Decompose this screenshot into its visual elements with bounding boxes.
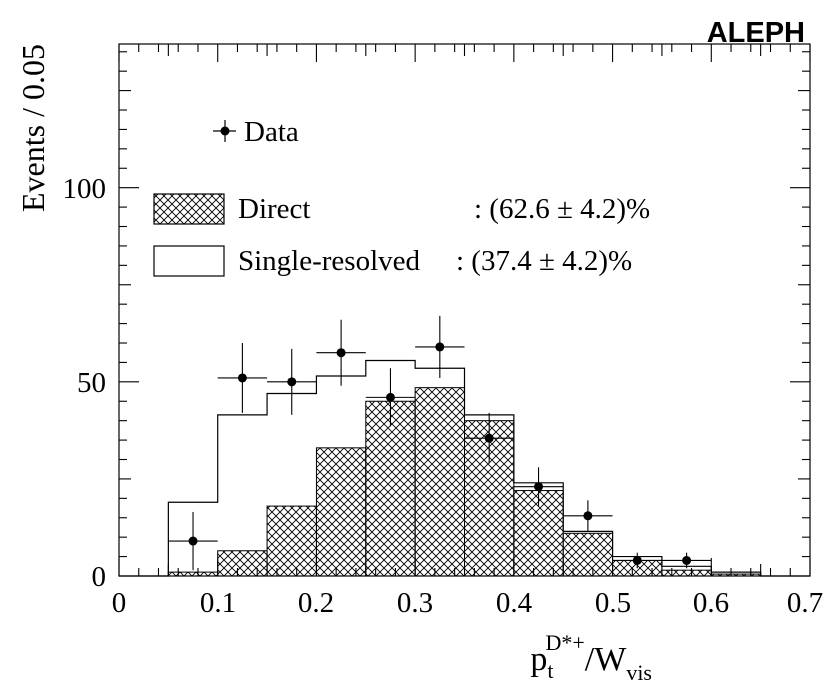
legend-direct-label: Direct xyxy=(238,193,310,225)
x-label-sup: D*+ xyxy=(545,630,584,655)
data-marker xyxy=(632,555,642,565)
x-tick-label-1: 0.1 xyxy=(200,587,236,619)
x-label-rest: /W xyxy=(585,641,627,678)
data-point xyxy=(316,319,366,386)
data-marker xyxy=(583,511,593,521)
data-marker xyxy=(336,348,346,358)
legend-direct-value: : (62.6 ± 4.2)% xyxy=(474,193,650,225)
direct-bar xyxy=(217,550,268,577)
axis-ticks xyxy=(118,44,811,577)
x-tick-label-2: 0.2 xyxy=(298,587,334,619)
x-label-sub: t xyxy=(547,658,553,683)
legend-single-value: : (37.4 ± 4.2)% xyxy=(456,245,632,277)
data-point xyxy=(563,500,613,532)
direct-bar xyxy=(315,447,367,577)
data-point xyxy=(415,315,465,378)
direct-histogram xyxy=(167,387,762,577)
y-tick-label-1: 50 xyxy=(77,367,106,399)
x-tick-label-7: 0.7 xyxy=(787,587,823,619)
legend: Data Direct : (62.6 ± 4.2)% Single-resol… xyxy=(153,116,650,277)
data-point xyxy=(217,343,268,413)
legend-data-marker xyxy=(213,120,236,142)
direct-bar xyxy=(414,387,465,577)
data-point xyxy=(464,412,514,464)
data-points xyxy=(168,315,712,571)
data-point xyxy=(661,552,712,569)
legend-single-swatch xyxy=(153,245,225,277)
direct-bar xyxy=(661,569,712,577)
x-tick-label-4: 0.4 xyxy=(496,587,533,619)
data-point xyxy=(612,552,662,569)
data-marker xyxy=(682,555,692,565)
data-point xyxy=(168,511,218,571)
direct-bar xyxy=(266,505,317,577)
x-axis-label: pt D*+/Wvis xyxy=(530,630,652,685)
data-marker xyxy=(188,536,198,546)
y-tick-label-2: 100 xyxy=(63,173,107,205)
x-tick-label-3: 0.3 xyxy=(397,587,433,619)
data-marker xyxy=(484,433,494,443)
y-axis-label: Events / 0.05 xyxy=(15,44,51,212)
data-marker xyxy=(534,482,544,492)
y-tick-label-0: 0 xyxy=(92,561,107,593)
data-point xyxy=(267,348,317,415)
legend-data-label: Data xyxy=(244,116,299,148)
legend-direct-swatch xyxy=(153,193,225,225)
data-point xyxy=(513,467,564,507)
x-tick-label-5: 0.5 xyxy=(595,587,631,619)
x-label-rest-sub: vis xyxy=(626,660,652,685)
x-label-base: p xyxy=(530,641,547,678)
data-marker xyxy=(287,377,297,387)
legend-single-label: Single-resolved xyxy=(238,245,421,277)
direct-bar xyxy=(365,400,416,577)
data-marker xyxy=(385,392,395,402)
x-tick-label-0: 0 xyxy=(112,587,127,619)
data-marker xyxy=(435,342,445,352)
direct-bar xyxy=(562,532,614,577)
x-tick-label-6: 0.6 xyxy=(693,587,729,619)
data-marker xyxy=(237,373,247,383)
data-point xyxy=(365,368,416,427)
